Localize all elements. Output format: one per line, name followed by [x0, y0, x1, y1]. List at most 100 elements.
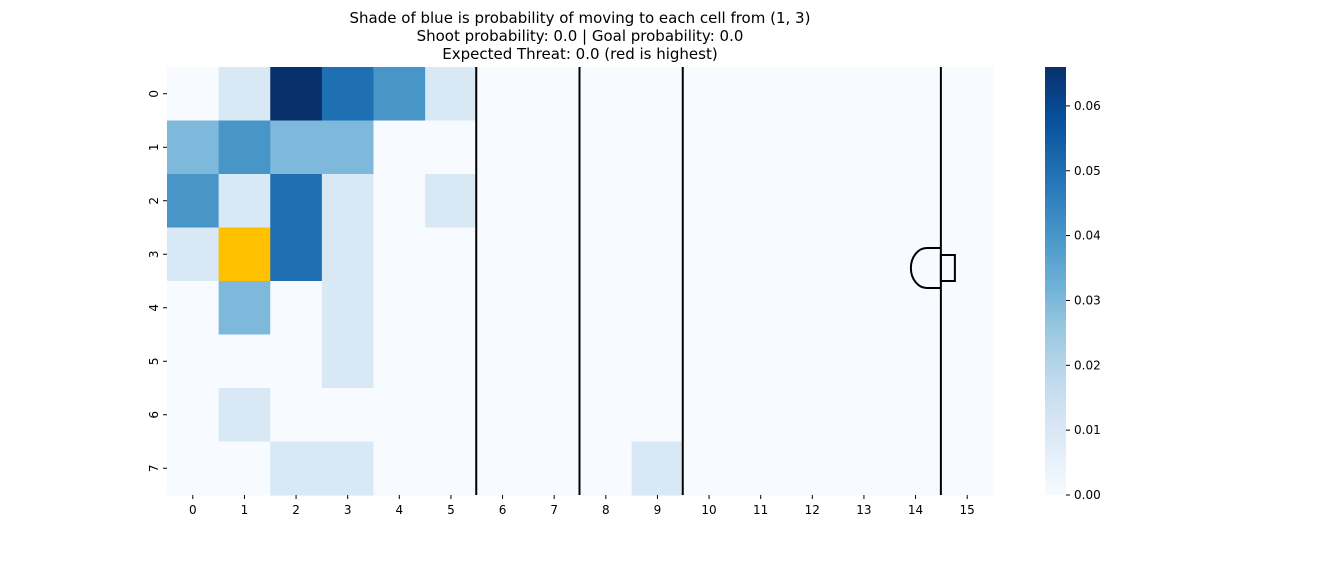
heatmap-cell: [270, 388, 323, 443]
heatmap-cell: [941, 174, 994, 229]
heatmap-cell: [528, 334, 581, 389]
heatmap-cell: [270, 441, 323, 496]
heatmap-cell: [580, 174, 633, 229]
x-tick-label: 5: [447, 503, 455, 517]
heatmap-cell: [321, 281, 375, 336]
x-tick-label: 11: [753, 503, 768, 517]
heatmap-cell: [580, 388, 633, 443]
heatmap-cell: [941, 120, 994, 175]
heatmap-cell: [425, 281, 478, 336]
x-tick-label: 0: [189, 503, 197, 517]
heatmap-cell: [580, 281, 633, 336]
heatmap-cell: [786, 174, 839, 229]
heatmap-cell: [167, 388, 220, 443]
chart-title: Shade of blue is probability of moving t…: [167, 9, 993, 63]
heatmap-cell: [683, 281, 736, 336]
heatmap-cell: [941, 388, 994, 443]
heatmap-cell: [218, 388, 271, 443]
heatmap-cell: [734, 120, 788, 175]
heatmap-cell: [167, 334, 220, 389]
heatmap-cell: [321, 227, 375, 282]
heatmap-cell: [373, 281, 426, 336]
heatmap-cell: [580, 227, 633, 282]
heatmap-cell: [167, 120, 220, 175]
heatmap-cell: [218, 441, 271, 496]
x-tick-label: 15: [960, 503, 975, 517]
x-tick-label: 10: [701, 503, 716, 517]
heatmap-cell: [167, 441, 220, 496]
heatmap-cell: [838, 174, 891, 229]
heatmap-cell: [373, 334, 426, 389]
heatmap-cell: [528, 441, 581, 496]
goal-box: [939, 254, 956, 282]
heatmap-cell: [425, 227, 478, 282]
heatmap-cell: [476, 174, 529, 229]
colorbar-tick-label: 0.05: [1074, 164, 1101, 178]
heatmap-cell: [941, 281, 994, 336]
heatmap-cell: [786, 281, 839, 336]
y-axis-ticks: 0 1 2 3 4 5 6 7: [147, 90, 167, 472]
heatmap-cell: [838, 281, 891, 336]
heatmap-cell: [476, 441, 529, 496]
heatmap-cell: [683, 334, 736, 389]
heatmap-cell: [373, 388, 426, 443]
heatmap-cell: [321, 120, 375, 175]
heatmap-cell: [631, 67, 684, 122]
heatmap-cell: [734, 281, 788, 336]
heatmap-cell: [373, 174, 426, 229]
y-tick-label: 6: [147, 411, 161, 419]
heatmap-cell: [580, 334, 633, 389]
heatmap-cell: [631, 227, 684, 282]
title-line-3: Expected Threat: 0.0 (red is highest): [442, 45, 718, 63]
heatmap-cell: [373, 441, 426, 496]
heatmap-cell: [580, 441, 633, 496]
y-tick-label: 1: [147, 143, 161, 151]
heatmap-cell: [889, 334, 942, 389]
heatmap-cell: [734, 174, 788, 229]
colorbar-tick-label: 0.04: [1074, 229, 1101, 243]
title-line-2: Shoot probability: 0.0 | Goal probabilit…: [416, 27, 744, 45]
heatmap-cell: [734, 227, 788, 282]
heatmap-cell: [683, 388, 736, 443]
heatmap-cell: [838, 120, 891, 175]
heatmap-cell: [425, 67, 478, 122]
heatmap-cell: [321, 388, 375, 443]
x-tick-label: 8: [602, 503, 610, 517]
heatmap-cell: [476, 227, 529, 282]
heatmap-cell: [218, 120, 271, 175]
heatmap-cell: [889, 174, 942, 229]
heatmap-cell: [218, 67, 271, 122]
heatmap-cell: [218, 334, 271, 389]
heatmap-cell: [528, 388, 581, 443]
heatmap-cell: [321, 441, 375, 496]
heatmap-cell: [838, 227, 891, 282]
heatmap-cell: [580, 67, 633, 122]
heatmap-cell: [425, 441, 478, 496]
pitch-overlays: [475, 67, 956, 495]
heatmap-cell: [786, 441, 839, 496]
heatmap-cell: [218, 227, 271, 282]
x-tick-label: 1: [241, 503, 249, 517]
heatmap-cell: [321, 334, 375, 389]
heatmap-cell: [786, 388, 839, 443]
heatmap-cell: [734, 441, 788, 496]
x-tick-label: 9: [654, 503, 662, 517]
heatmap-cell: [528, 120, 581, 175]
colorbar-tick-label: 0.02: [1074, 358, 1101, 372]
heatmap-cell: [270, 174, 323, 229]
x-tick-label: 13: [856, 503, 871, 517]
heatmap-cell: [838, 67, 891, 122]
heatmap-cell: [631, 441, 684, 496]
heatmap-cell: [528, 174, 581, 229]
y-tick-label: 3: [147, 250, 161, 258]
y-tick-label: 7: [147, 464, 161, 472]
x-tick-label: 4: [395, 503, 403, 517]
colorbar-tick-label: 0.03: [1074, 293, 1101, 307]
colorbar-tick-label: 0.06: [1074, 99, 1101, 113]
heatmap-cell: [889, 67, 942, 122]
title-line-1: Shade of blue is probability of moving t…: [349, 9, 811, 27]
heatmap-cell: [528, 281, 581, 336]
heatmap-cell: [373, 120, 426, 175]
heatmap-cell: [786, 334, 839, 389]
heatmap-cell: [683, 67, 736, 122]
